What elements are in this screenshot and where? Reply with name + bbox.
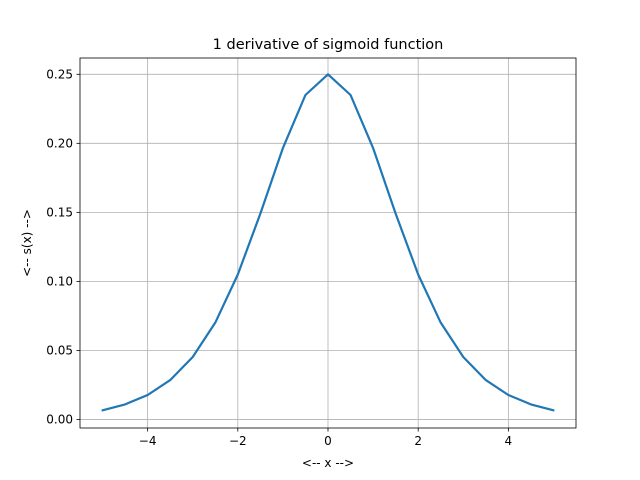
- y-tick-label: 0.05: [46, 344, 73, 358]
- x-axis-label: <-- x -->: [302, 456, 354, 470]
- y-tick-label: 0.20: [46, 137, 73, 151]
- series-layer: [101, 73, 555, 412]
- x-tick-label: −4: [139, 434, 157, 448]
- x-tick-label: 4: [505, 434, 513, 448]
- chart-title: 1 derivative of sigmoid function: [213, 37, 444, 53]
- y-tick-label: 0.00: [46, 413, 73, 427]
- y-tick-label: 0.10: [46, 275, 73, 289]
- y-tick-label: 0.25: [46, 67, 73, 81]
- y-axis-label: <-- s(x) -->: [20, 209, 34, 277]
- x-tick-label: −2: [229, 434, 247, 448]
- x-tick-label: 2: [414, 434, 422, 448]
- x-tick-label: 0: [324, 434, 332, 448]
- series-line: [101, 73, 555, 412]
- ticks: −4 −2 0 2 4 0.00 0.05 0.10 0.15 0.20 0.25: [46, 67, 512, 448]
- y-tick-label: 0.15: [46, 206, 73, 220]
